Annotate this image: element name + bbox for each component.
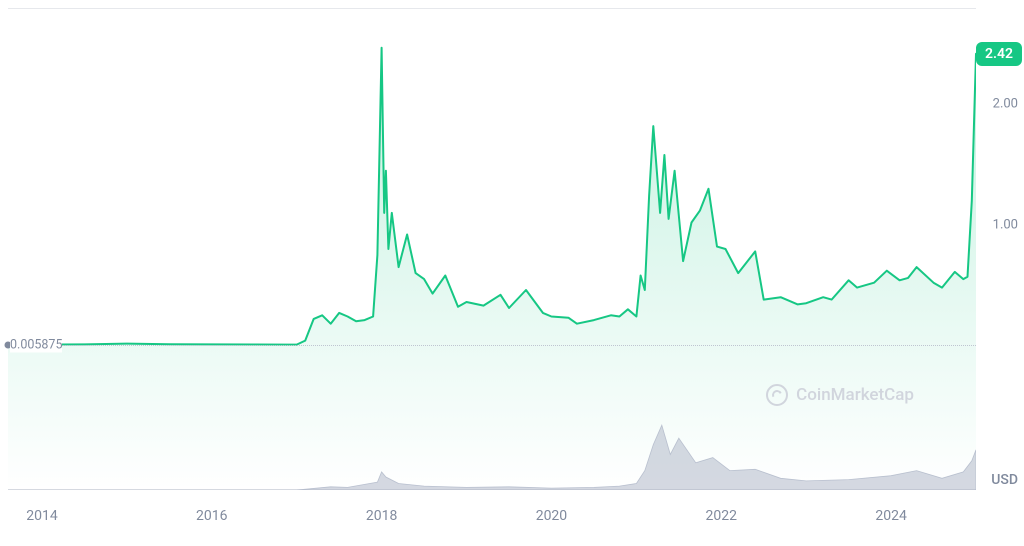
current-price-badge: 2.42	[976, 42, 1022, 66]
x-tick-label: 2022	[706, 508, 737, 524]
x-tick-label: 2020	[536, 508, 567, 524]
x-tick-label: 2014	[26, 508, 57, 524]
y-axis-unit: USD	[991, 472, 1018, 488]
baseline-line	[8, 345, 976, 346]
baseline-label: 0.005875	[10, 337, 62, 352]
volume-bars	[8, 418, 976, 490]
x-tick-label: 2024	[875, 508, 906, 524]
y-tick-label: 2.00	[993, 97, 1024, 112]
price-chart[interactable]: 1.00 2.00 2014 2016 2018 2020 2022 2024 0.0058…	[0, 0, 1024, 546]
x-tick-label: 2018	[366, 508, 397, 524]
y-tick-label: 1.00	[993, 217, 1024, 232]
x-tick-label: 2016	[196, 508, 227, 524]
